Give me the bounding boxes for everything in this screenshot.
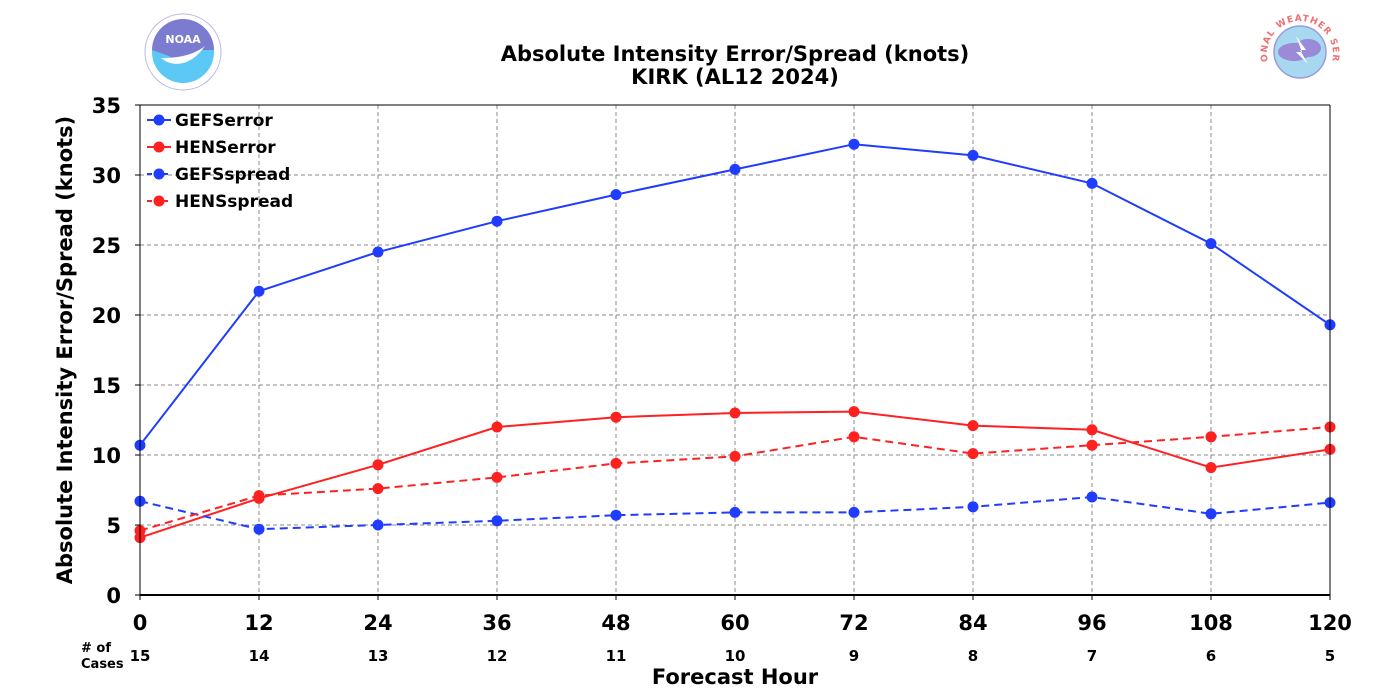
- data-point-GEFSerror: [1086, 177, 1098, 189]
- data-point-GEFSspread: [1086, 491, 1098, 503]
- data-point-GEFSerror: [967, 149, 979, 161]
- data-point-HENSerror: [491, 421, 503, 433]
- data-point-HENSerror: [967, 420, 979, 432]
- legend: GEFSerror HENSerror GEFSspread HENSspread: [147, 111, 293, 212]
- legend-label-HENSspread: HENSspread: [175, 192, 293, 212]
- y-tick-label: 20: [92, 304, 121, 328]
- case-count-label: 10: [725, 647, 746, 665]
- cases-label: # of: [81, 641, 111, 656]
- y-tick-label: 15: [92, 374, 121, 398]
- noaa-logo: NOAA: [144, 13, 222, 91]
- data-point-GEFSerror: [491, 215, 503, 227]
- legend-marker-GEFSspread: [153, 168, 165, 180]
- x-axis-label: Forecast Hour: [652, 665, 819, 689]
- x-tick-label: 48: [601, 611, 630, 635]
- axis-ticks: 0 5 10 15 20 25 30 35 0 15 12 14 24 13 36 12 48 11 60 10 72 9…: [92, 94, 1352, 665]
- data-point-HENSerror: [729, 407, 741, 419]
- x-tick-label: 84: [958, 611, 987, 635]
- series-group: [134, 138, 1336, 544]
- x-tick-label: 24: [363, 611, 392, 635]
- legend-label-HENSerror: HENSerror: [175, 138, 276, 158]
- x-tick-label: 108: [1189, 611, 1233, 635]
- case-count-label: 8: [968, 647, 978, 665]
- case-count-label: 15: [130, 647, 151, 665]
- data-point-GEFSspread: [491, 515, 503, 527]
- y-tick-label: 35: [92, 94, 121, 118]
- data-point-HENSspread: [253, 490, 265, 502]
- x-tick-label: 72: [839, 611, 868, 635]
- data-point-HENSerror: [1205, 462, 1217, 474]
- data-point-HENSerror: [372, 459, 384, 471]
- data-point-GEFSspread: [253, 523, 265, 535]
- data-point-GEFSerror: [848, 138, 860, 150]
- data-point-HENSspread: [372, 483, 384, 495]
- data-point-GEFSerror: [372, 246, 384, 258]
- legend-marker-GEFSerror: [153, 114, 165, 126]
- data-point-HENSspread: [729, 450, 741, 462]
- data-point-GEFSspread: [967, 501, 979, 513]
- x-tick-label: 36: [482, 611, 511, 635]
- case-count-label: 9: [849, 647, 859, 665]
- data-point-HENSspread: [848, 431, 860, 443]
- case-count-label: 5: [1325, 647, 1335, 665]
- x-tick-label: 0: [133, 611, 148, 635]
- data-point-GEFSspread: [729, 506, 741, 518]
- grid: [140, 105, 1330, 595]
- legend-marker-HENSerror: [153, 141, 165, 153]
- case-count-label: 11: [606, 647, 627, 665]
- chart-subtitle: KIRK (AL12 2024): [631, 65, 839, 89]
- y-tick-label: 0: [106, 584, 121, 608]
- case-count-label: 13: [368, 647, 389, 665]
- y-tick-label: 5: [106, 514, 121, 538]
- data-point-HENSerror: [610, 411, 622, 423]
- data-point-HENSspread: [610, 457, 622, 469]
- case-count-label: 6: [1206, 647, 1216, 665]
- data-point-HENSspread: [967, 448, 979, 460]
- data-point-GEFSspread: [372, 519, 384, 531]
- data-point-GEFSerror: [610, 189, 622, 201]
- case-count-label: 7: [1087, 647, 1097, 665]
- svg-text:NOAA: NOAA: [165, 33, 201, 46]
- data-point-HENSspread: [1086, 439, 1098, 451]
- data-point-GEFSspread: [848, 506, 860, 518]
- case-count-label: 14: [249, 647, 270, 665]
- data-point-GEFSerror: [1205, 238, 1217, 250]
- data-point-HENSspread: [491, 471, 503, 483]
- y-tick-label: 30: [92, 164, 121, 188]
- y-axis-label: Absolute Intensity Error/Spread (knots): [53, 116, 77, 585]
- data-point-GEFSspread: [610, 509, 622, 521]
- data-point-GEFSerror: [729, 163, 741, 175]
- data-point-HENSspread: [1205, 431, 1217, 443]
- nws-logo: NATIONAL WEATHER SERVICE: [1260, 14, 1339, 90]
- legend-marker-HENSspread: [153, 195, 165, 207]
- data-point-GEFSerror: [253, 285, 265, 297]
- x-tick-label: 120: [1308, 611, 1352, 635]
- x-tick-label: 60: [720, 611, 749, 635]
- x-tick-label: 12: [244, 611, 273, 635]
- y-tick-label: 10: [92, 444, 121, 468]
- x-tick-label: 96: [1077, 611, 1106, 635]
- y-tick-label: 25: [92, 234, 121, 258]
- case-count-label: 12: [487, 647, 508, 665]
- chart-title: Absolute Intensity Error/Spread (knots): [501, 42, 970, 66]
- axes: [139, 104, 1331, 596]
- cases-label: Cases: [81, 657, 124, 672]
- data-point-HENSerror: [1086, 424, 1098, 436]
- data-point-HENSerror: [848, 406, 860, 418]
- data-point-GEFSspread: [1205, 508, 1217, 520]
- legend-label-GEFSerror: GEFSerror: [175, 111, 273, 131]
- legend-label-GEFSspread: GEFSspread: [175, 165, 290, 185]
